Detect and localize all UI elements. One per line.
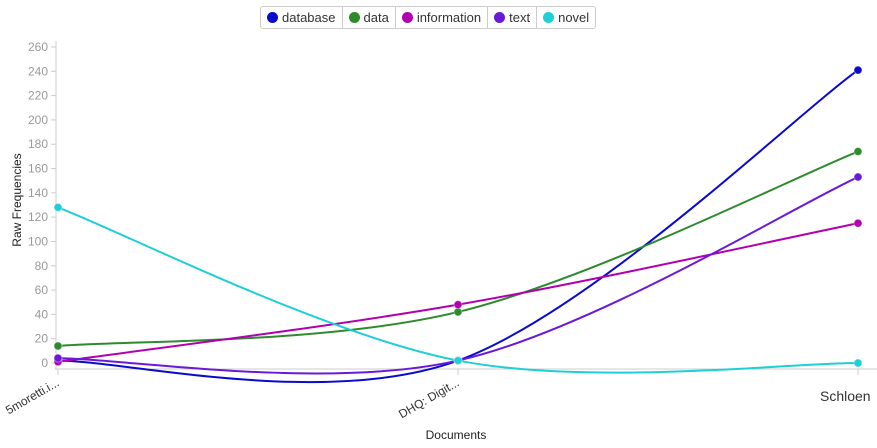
series-line-database [57,69,859,384]
legend-item-database[interactable]: database [261,7,343,28]
legend-label: information [416,10,482,25]
data-point-database [853,65,863,75]
y-axis: 0 20 40 60 80 100 120 140 160 180 200 220 240 260 [28,40,57,370]
legend-label: text [509,10,531,25]
data-point-novel [53,202,63,212]
legend-label: database [282,10,336,25]
legend-label: novel [558,10,590,25]
legend-item-information[interactable]: information [396,7,489,28]
y-tick-label: 180 [28,137,48,151]
y-tick-label: 80 [35,259,49,273]
y-tick-label: 220 [28,89,48,103]
series-line-text [57,176,859,375]
x-axis-title: Documents [426,428,487,442]
data-point-information [853,218,863,228]
legend-swatch [401,12,413,23]
legend-item-text[interactable]: text [488,7,538,28]
legend-swatch [494,12,506,23]
y-tick-label: 120 [28,210,48,224]
legend-swatch [543,12,555,23]
y-tick-label: 240 [28,64,48,78]
data-point-novel [453,356,463,366]
y-tick-label: 0 [41,356,48,370]
data-point-data [53,341,63,351]
y-tick-label: 60 [35,283,49,297]
legend-swatch [348,12,360,23]
y-tick-label: 200 [28,113,48,127]
data-point-information [453,300,463,310]
series-line-novel [57,206,859,374]
series-points [53,65,863,368]
x-tick-label: DHQ: Digit... [396,375,461,421]
y-tick-label: 140 [28,186,48,200]
legend-label: data [363,10,389,25]
y-tick-label: 260 [28,40,48,54]
legend-swatch [267,12,278,23]
y-tick-label: 20 [35,332,49,346]
series-lines [57,69,859,384]
y-tick-label: 100 [28,234,48,248]
y-tick-label: 160 [28,162,48,176]
y-tick-label: 40 [35,307,49,321]
legend-item-novel[interactable]: novel [537,7,595,28]
chart-legend: database data information text novel [260,6,597,29]
data-point-text [853,172,863,182]
x-tick-label: 5moretti.i... [3,375,61,417]
legend-item-data[interactable]: data [343,7,396,28]
y-axis-title: Raw Frequencies [10,153,24,246]
data-point-text [53,353,63,363]
x-axis: 5moretti.i... DHQ: Digit... Schloen [3,368,877,421]
data-point-data [853,147,863,157]
data-point-novel [853,358,863,368]
x-tick-label: Schloen [820,388,871,404]
